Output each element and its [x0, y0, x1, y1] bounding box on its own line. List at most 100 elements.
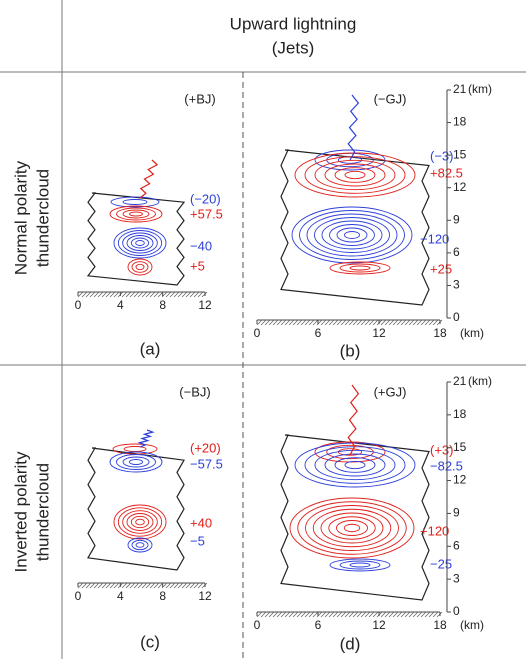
row-label: Normal polarity — [11, 160, 30, 275]
hatch — [161, 291, 168, 298]
hatch — [177, 582, 184, 589]
charge-contour — [109, 205, 163, 223]
hatch — [360, 319, 367, 326]
hatch — [149, 291, 156, 298]
charge-label: (−20) — [190, 191, 221, 206]
charge-contour — [122, 209, 150, 219]
charge-label: −40 — [190, 238, 212, 253]
hatch — [276, 319, 283, 326]
charge-contour — [339, 263, 381, 273]
hatch — [260, 319, 267, 326]
charge-contour — [328, 516, 376, 540]
charge-contour — [129, 211, 143, 217]
hatch — [153, 582, 160, 589]
hatch — [316, 611, 323, 618]
charge-contour — [336, 520, 368, 536]
y-tick-label: 6 — [453, 245, 460, 259]
hatch — [372, 319, 379, 326]
hatch — [332, 319, 339, 326]
x-tick-label: 4 — [117, 298, 124, 312]
hatch — [424, 319, 431, 326]
charge-contour — [321, 220, 383, 250]
hatch — [129, 291, 136, 298]
hatch — [141, 291, 148, 298]
hatch — [404, 319, 411, 326]
cloud-outline — [87, 447, 185, 571]
charge-contour — [324, 453, 386, 477]
hatch — [189, 291, 196, 298]
x-tick-label: 12 — [372, 326, 386, 340]
hatch — [308, 319, 315, 326]
hatch — [304, 611, 311, 618]
hatch — [396, 611, 403, 618]
hatch — [344, 611, 351, 618]
hatch — [284, 611, 291, 618]
hatch — [197, 582, 204, 589]
hatch — [408, 611, 415, 618]
charge-label: +57.5 — [190, 206, 223, 221]
hatch — [77, 582, 84, 589]
y-tick-label: 18 — [453, 115, 467, 129]
panel-letter: (d) — [340, 634, 361, 653]
charge-contour — [113, 227, 167, 259]
charge-contour — [130, 237, 150, 249]
hatch — [145, 582, 152, 589]
cloud-outline — [280, 149, 430, 306]
hatch — [396, 319, 403, 326]
hatch — [173, 291, 180, 298]
hatch — [181, 291, 188, 298]
y-tick-label: 15 — [453, 440, 467, 454]
charge-contour — [334, 457, 376, 473]
y-tick-label: 18 — [453, 407, 467, 421]
row-label: thundercloud — [33, 169, 52, 267]
hatch — [189, 582, 196, 589]
charge-contour — [116, 454, 156, 470]
charge-contour — [135, 518, 145, 526]
charge-label: −57.5 — [190, 456, 223, 471]
hatch — [412, 319, 419, 326]
charge-label: −25 — [430, 556, 452, 571]
hatch — [428, 319, 435, 326]
hatch — [300, 319, 307, 326]
hatch — [193, 582, 200, 589]
charge-contour — [324, 163, 386, 187]
row-label: thundercloud — [33, 463, 52, 561]
charge-contour — [329, 261, 391, 275]
charge-contour — [117, 230, 163, 256]
hatch — [296, 611, 303, 618]
charge-contour — [344, 231, 360, 239]
charge-contour — [110, 196, 160, 208]
hatch — [89, 582, 96, 589]
hatch — [77, 291, 84, 298]
hatch — [312, 319, 319, 326]
panel-tag: (+BJ) — [184, 91, 215, 106]
hatch — [352, 319, 359, 326]
charge-contour — [135, 240, 145, 246]
hatch — [113, 291, 120, 298]
charge-contour — [304, 446, 406, 484]
x-tick-label: 0 — [75, 298, 82, 312]
charge-contour — [329, 558, 391, 572]
x-tick-label: 6 — [315, 326, 322, 340]
x-tick-label: 0 — [254, 326, 261, 340]
hatch — [420, 319, 427, 326]
charge-contour — [314, 449, 396, 481]
hatch — [332, 611, 339, 618]
hatch — [348, 319, 355, 326]
charge-contour — [122, 456, 150, 468]
charge-contour — [344, 460, 366, 470]
header-title: Upward lightning — [230, 14, 357, 33]
hatch — [356, 319, 363, 326]
panel-tag: (+GJ) — [374, 384, 407, 399]
charge-contour — [329, 224, 375, 246]
charge-contour — [130, 515, 150, 529]
charge-contour — [289, 497, 415, 559]
hatch — [260, 611, 267, 618]
hatch — [416, 319, 423, 326]
charge-contour — [127, 537, 153, 553]
hatch — [324, 611, 331, 618]
x-tick-label: 0 — [254, 618, 261, 632]
hatch — [288, 611, 295, 618]
charge-contour — [320, 512, 384, 544]
hatch — [109, 291, 116, 298]
